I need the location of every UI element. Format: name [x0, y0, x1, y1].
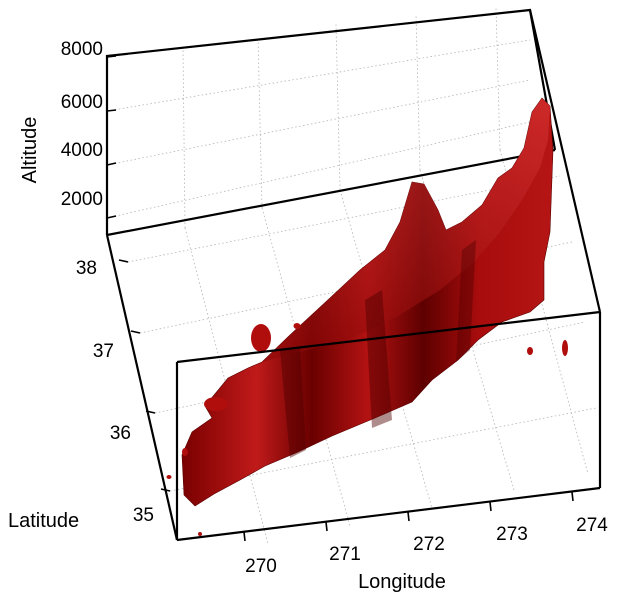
- grid-line: [257, 35, 263, 209]
- surface-blob: [527, 347, 533, 355]
- grid-line: [127, 175, 561, 263]
- surface-shadow-band: [280, 346, 306, 458]
- longitude-ticks: 270 271 272 273 274 Longitude: [243, 491, 608, 593]
- surface-blob: [198, 532, 202, 536]
- tick-mark: [160, 488, 171, 492]
- tick-mark: [145, 410, 156, 414]
- z-axis-label: Altitude: [19, 117, 41, 184]
- tick-mark: [130, 330, 141, 334]
- back-wall-grid: [106, 7, 531, 229]
- surface-blob: [204, 397, 228, 411]
- grid-line: [106, 39, 531, 112]
- surface-blob: [182, 448, 188, 456]
- surface-blob: [166, 475, 172, 479]
- back-frame: [105, 8, 557, 235]
- altitude-ticks: 2000 4000 6000 8000 Altitude: [19, 39, 117, 219]
- x-tick-label: 271: [329, 544, 361, 565]
- grid-line: [106, 79, 531, 166]
- surface-blob: [562, 340, 568, 356]
- grid-line: [415, 13, 421, 171]
- surface-blob: [251, 324, 271, 352]
- terrain-surface: [166, 97, 568, 536]
- z-tick-label: 4000: [61, 140, 103, 161]
- grid-line: [184, 227, 269, 545]
- back-bottom-edge: [106, 148, 556, 237]
- x-tick-label: 273: [496, 524, 528, 545]
- surface-shadow-band: [365, 290, 392, 428]
- frame-edge: [105, 234, 179, 541]
- y-tick-label: 38: [76, 258, 97, 279]
- latitude-ticks: 35 36 37 38 Latitude: [8, 258, 171, 532]
- tick-mark: [118, 259, 129, 263]
- z-tick-label: 2000: [61, 189, 103, 210]
- grid-line: [182, 47, 186, 229]
- x-tick-label: 274: [576, 515, 608, 536]
- tick-mark: [106, 55, 117, 58]
- tick-mark: [407, 511, 410, 522]
- y-tick-label: 36: [110, 423, 131, 444]
- frame-edge: [528, 9, 602, 313]
- surface-blob: [293, 323, 301, 329]
- tick-mark: [571, 491, 574, 502]
- tick-mark: [106, 109, 117, 112]
- z-tick-label: 8000: [61, 39, 103, 60]
- grid-line: [106, 121, 531, 219]
- y-axis-label: Latitude: [8, 510, 79, 532]
- tick-mark: [489, 501, 492, 512]
- surface-shadow-band: [456, 240, 476, 362]
- tick-mark: [106, 162, 117, 166]
- tick-mark: [325, 521, 328, 532]
- tick-mark: [243, 531, 246, 542]
- y-tick-label: 35: [133, 505, 154, 526]
- frame-edge: [176, 486, 601, 542]
- tick-mark: [106, 215, 117, 219]
- grid-line: [495, 7, 501, 151]
- grid-line: [335, 23, 341, 191]
- x-tick-label: 272: [413, 534, 445, 555]
- y-tick-label: 37: [93, 341, 114, 362]
- frame-edge: [176, 310, 601, 364]
- z-tick-label: 6000: [61, 92, 103, 113]
- surface-highlight: [262, 98, 550, 362]
- x-tick-label: 270: [245, 556, 277, 577]
- x-axis-label: Longitude: [358, 571, 446, 593]
